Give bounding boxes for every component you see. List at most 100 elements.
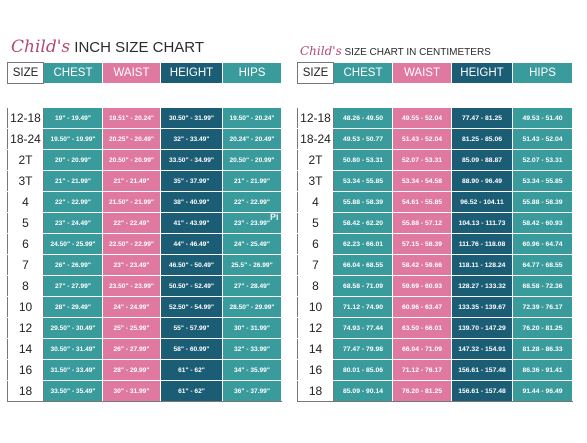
table-row: 4 22" - 22.99" 21.50" - 21.99" 38" - 40.99"… bbox=[7, 191, 282, 213]
hips-cell: 20.24" - 20.49" bbox=[222, 128, 282, 150]
hips-cell: 55.88 - 58.39 bbox=[512, 191, 573, 213]
size-cell: 18-24 bbox=[7, 128, 44, 150]
height-cell: 61" - 62" bbox=[160, 380, 223, 402]
hips-cell: 34" - 35.99" bbox=[222, 359, 282, 381]
table-row: 2T 50.80 - 53.31 52.07 - 53.31 85.09 - 88.8… bbox=[297, 149, 573, 171]
table-row: 18-24 19.50" - 19.99" 20.25" - 20.49" 32" -… bbox=[7, 128, 282, 150]
height-cell: 88.90 - 96.49 bbox=[451, 170, 513, 192]
waist-cell: 66.04 - 71.09 bbox=[392, 338, 452, 360]
header-hips: HIPS bbox=[222, 62, 282, 84]
waist-cell: 21.50" - 21.99" bbox=[102, 191, 161, 213]
height-cell: 38" - 40.99" bbox=[160, 191, 223, 213]
waist-cell: 63.50 - 66.01 bbox=[392, 317, 452, 339]
table-row: 16 31.50" - 33.49" 28" - 29.99" 61" - 62" 34… bbox=[7, 359, 282, 381]
chest-cell: 77.47 - 79.98 bbox=[333, 338, 393, 360]
chest-cell: 33.50" - 35.49" bbox=[43, 380, 103, 402]
hips-cell: 86.36 - 91.41 bbox=[512, 359, 573, 381]
waist-cell: 54.61 - 55.85 bbox=[392, 191, 452, 213]
hips-cell: 53.34 - 55.85 bbox=[512, 170, 573, 192]
height-cell: 133.35 - 139.67 bbox=[451, 296, 513, 318]
hips-cell: 25.5" - 26.99" bbox=[222, 254, 282, 276]
table-row: 12 74.93 - 77.44 63.50 - 66.01 139.70 - 147… bbox=[297, 317, 573, 339]
waist-cell: 51.43 - 52.04 bbox=[392, 128, 452, 150]
height-cell: 85.09 - 88.87 bbox=[451, 149, 513, 171]
chest-cell: 28" - 29.49" bbox=[43, 296, 103, 318]
inch-size-table: SIZE CHEST WAIST HEIGHT HIPS 12-18 19" - … bbox=[7, 62, 282, 402]
hips-cell: 27" - 28.49" bbox=[222, 275, 282, 297]
chest-cell: 58.42 - 62.20 bbox=[333, 212, 393, 234]
table-row: 6 62.23 - 66.01 57.15 - 58.39 111.76 - 118.… bbox=[297, 233, 573, 255]
hips-cell: 52.07 - 53.31 bbox=[512, 149, 573, 171]
waist-cell: 23" - 23.49" bbox=[102, 254, 161, 276]
hips-cell: 32" - 33.99" bbox=[222, 338, 282, 360]
chest-cell: 19" - 19.49" bbox=[43, 107, 103, 129]
waist-cell: 58.42 - 59.66 bbox=[392, 254, 452, 276]
size-cell: 7 bbox=[7, 254, 44, 276]
waist-cell: 28" - 29.99" bbox=[102, 359, 161, 381]
hips-cell: 68.58 - 72.36 bbox=[512, 275, 573, 297]
size-cell: 12 bbox=[297, 317, 334, 339]
header-size: SIZE bbox=[297, 62, 334, 84]
height-cell: 58" - 60.99" bbox=[160, 338, 223, 360]
height-cell: 61" - 62" bbox=[160, 359, 223, 381]
height-cell: 111.76 - 118.08 bbox=[451, 233, 513, 255]
chest-cell: 50.80 - 53.31 bbox=[333, 149, 393, 171]
cm-chart-title-script: Child's bbox=[300, 44, 342, 58]
table-row: 10 71.12 - 74.90 60.96 - 63.47 133.35 - 139… bbox=[297, 296, 573, 318]
inch-chart-title: Child's INCH SIZE CHART bbox=[11, 37, 204, 57]
chest-cell: 26" - 26.99" bbox=[43, 254, 103, 276]
table-row: 7 26" - 26.99" 23" - 23.49" 46.50" - 50.49"… bbox=[7, 254, 282, 276]
size-cell: 12-18 bbox=[7, 107, 44, 129]
size-cell: 2T bbox=[297, 149, 334, 171]
hips-cell: 28.50" - 29.99" bbox=[222, 296, 282, 318]
hips-cell: 91.44 - 96.49 bbox=[512, 380, 573, 402]
size-cell: 14 bbox=[7, 338, 44, 360]
chest-cell: 29.50" - 30.49" bbox=[43, 317, 103, 339]
waist-cell: 76.20 - 81.25 bbox=[392, 380, 452, 402]
size-cell: 16 bbox=[297, 359, 334, 381]
size-cell: 6 bbox=[297, 233, 334, 255]
table-row: 4 55.88 - 58.39 54.61 - 55.85 96.52 - 104.1… bbox=[297, 191, 573, 213]
height-cell: 128.27 - 133.32 bbox=[451, 275, 513, 297]
size-cell: 16 bbox=[7, 359, 44, 381]
size-cell: 6 bbox=[7, 233, 44, 255]
table-row: 16 80.01 - 85.06 71.12 - 76.17 156.61 - 157… bbox=[297, 359, 573, 381]
waist-cell: 49.55 - 52.04 bbox=[392, 107, 452, 129]
height-cell: 77.47 - 81.25 bbox=[451, 107, 513, 129]
chest-cell: 30.50" - 31.49" bbox=[43, 338, 103, 360]
chest-cell: 27" - 27.99" bbox=[43, 275, 103, 297]
chest-cell: 19.50" - 19.99" bbox=[43, 128, 103, 150]
waist-cell: 52.07 - 53.31 bbox=[392, 149, 452, 171]
height-cell: 147.32 - 154.91 bbox=[451, 338, 513, 360]
size-cell: 3T bbox=[297, 170, 334, 192]
table-row: 12-18 48.26 - 49.50 49.55 - 52.04 77.47 - 8… bbox=[297, 107, 573, 129]
size-cell: 18 bbox=[7, 380, 44, 402]
size-cell: 8 bbox=[7, 275, 44, 297]
chest-cell: 71.12 - 74.90 bbox=[333, 296, 393, 318]
height-cell: 96.52 - 104.11 bbox=[451, 191, 513, 213]
blank-row bbox=[297, 83, 573, 108]
size-cell: 14 bbox=[297, 338, 334, 360]
height-cell: 118.11 - 128.24 bbox=[451, 254, 513, 276]
chest-cell: 68.58 - 71.09 bbox=[333, 275, 393, 297]
height-cell: 104.13 - 111.73 bbox=[451, 212, 513, 234]
hips-cell: 51.43 - 52.04 bbox=[512, 128, 573, 150]
height-cell: 52.50" - 54.99" bbox=[160, 296, 223, 318]
size-cell: 10 bbox=[7, 296, 44, 318]
size-cell: 18 bbox=[297, 380, 334, 402]
table-row: 8 27" - 27.99" 23.50" - 23.99" 50.50" - 52.… bbox=[7, 275, 282, 297]
hips-cell: 21" - 21.99" bbox=[222, 170, 282, 192]
size-cell: 7 bbox=[297, 254, 334, 276]
size-cell: 12-18 bbox=[297, 107, 334, 129]
height-cell: 41" - 43.99" bbox=[160, 212, 223, 234]
hips-cell: 30" - 31.99" bbox=[222, 317, 282, 339]
height-cell: 32" - 33.49" bbox=[160, 128, 223, 150]
height-cell: 55" - 57.99" bbox=[160, 317, 223, 339]
height-cell: 46.50" - 50.49" bbox=[160, 254, 223, 276]
waist-cell: 55.88 - 57.12 bbox=[392, 212, 452, 234]
waist-cell: 22" - 22.49" bbox=[102, 212, 161, 234]
size-cell: 5 bbox=[297, 212, 334, 234]
chest-cell: 21" - 21.99" bbox=[43, 170, 103, 192]
table-row: 8 68.58 - 71.09 59.69 - 60.93 128.27 - 133.… bbox=[297, 275, 573, 297]
waist-cell: 53.34 - 54.58 bbox=[392, 170, 452, 192]
